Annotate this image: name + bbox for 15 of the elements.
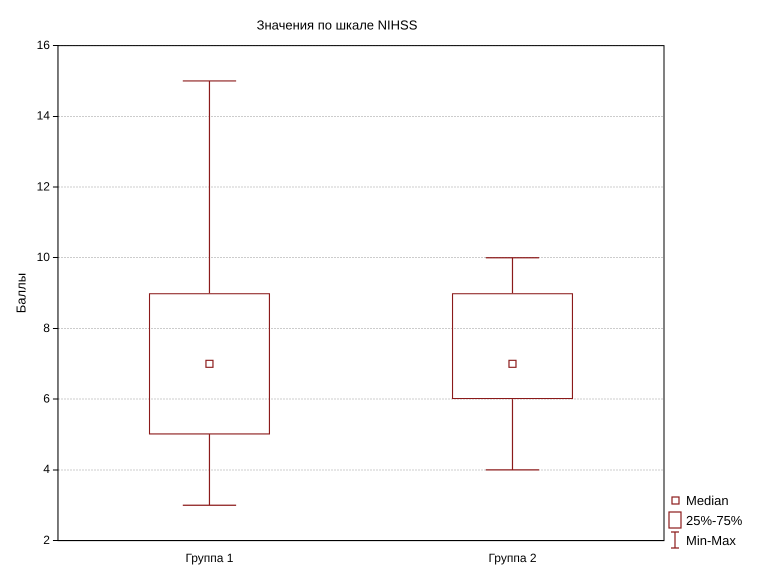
y-tick-label: 8 [43, 320, 50, 335]
y-tick-label: 2 [43, 532, 50, 547]
text: 25%-75% [686, 512, 742, 528]
y-tick-label: 10 [36, 250, 50, 264]
y-tick-label: 4 [43, 462, 50, 476]
y-tick-label: 12 [36, 179, 50, 194]
x-tick-label: Группа 1 [185, 551, 234, 566]
y-tick-label: 6 [43, 391, 50, 406]
y-tick-label: 16 [36, 38, 50, 52]
y-tick-label: 14 [36, 108, 50, 123]
text: Median [686, 492, 729, 508]
y-axis-title: Баллы [13, 272, 28, 314]
chart-title: Значения по шкале NIHSS [256, 17, 418, 32]
x-tick-label: Группа 2 [488, 551, 537, 566]
text: Min-Max [686, 532, 736, 548]
